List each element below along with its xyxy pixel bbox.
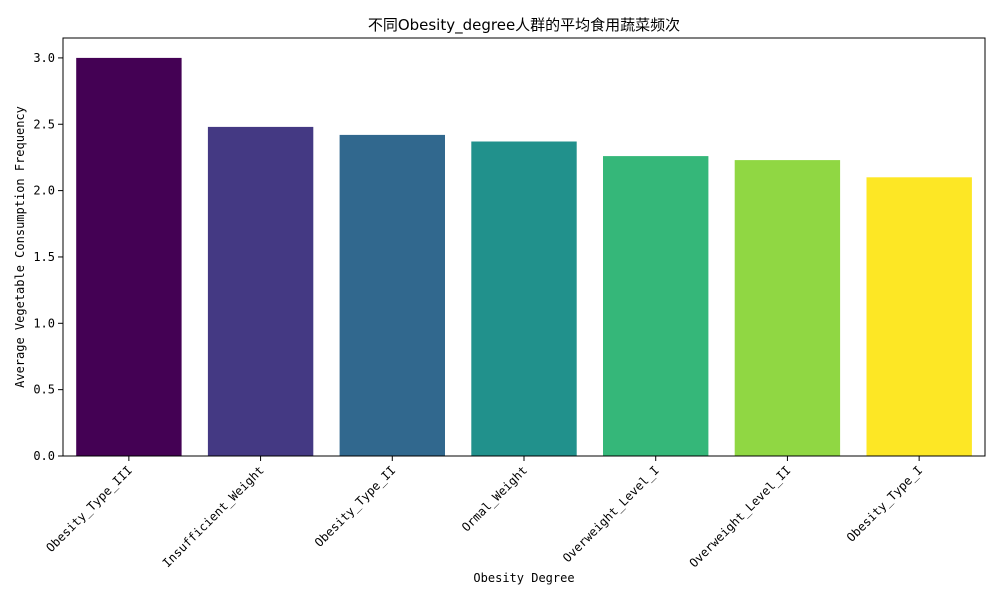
bars-group <box>76 57 972 457</box>
y-tick-label: 3.0 <box>33 51 55 65</box>
chart-title: 不同Obesity_degree人群的平均食用蔬菜频次 <box>368 16 680 35</box>
x-tick-label: Obesity_Type_II <box>312 463 399 550</box>
y-tick-label: 0.5 <box>33 383 55 397</box>
bar-ormal-weight <box>471 141 577 456</box>
y-axis-ticks: 0.0 0.5 1.0 1.5 2.0 2.5 3.0 <box>33 51 63 463</box>
y-tick-label: 2.5 <box>33 117 55 131</box>
y-tick-label: 2.0 <box>33 184 55 198</box>
y-axis-label: Average Vegetable Consumption Frequency <box>13 106 27 388</box>
x-tick-label: Overweight_Level_I <box>560 463 662 565</box>
bar-obesity-type-ii <box>339 134 445 456</box>
x-tick-label: Insufficient_Weight <box>160 463 267 570</box>
y-tick-label: 1.5 <box>33 250 55 264</box>
bar-obesity-type-i <box>866 177 972 457</box>
bar-insufficient-weight <box>207 126 314 457</box>
plot-frame <box>62 37 986 457</box>
x-tick-label: Overweight_Level_II <box>687 463 794 570</box>
bar-overweight-level-i <box>603 156 709 456</box>
x-tick-label: Ormal_Weight <box>459 463 530 534</box>
bar-obesity-type-iii <box>76 57 182 457</box>
y-tick-label: 0.0 <box>33 449 55 463</box>
y-tick-label: 1.0 <box>33 316 55 330</box>
x-tick-label: Obesity_Type_I <box>844 463 925 544</box>
bar-overweight-level-ii <box>734 160 841 456</box>
x-axis-ticks: Obesity_Type_III Insufficient_Weight Obesi… <box>43 456 925 570</box>
x-tick-label: Obesity_Type_III <box>43 463 135 555</box>
x-axis-label: Obesity Degree <box>473 571 574 585</box>
